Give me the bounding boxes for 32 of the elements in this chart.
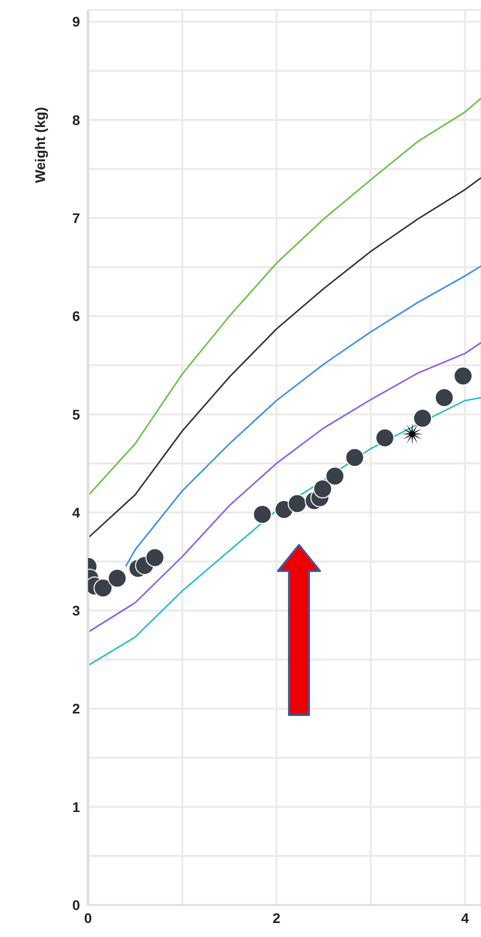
point (313, 479, 332, 498)
line-series (124, 265, 481, 568)
y-tick-label: 6 (72, 308, 80, 324)
y-tick-label: 8 (72, 112, 80, 128)
y-tick-label: 1 (72, 798, 80, 815)
point (94, 578, 113, 598)
line-series (88, 98, 481, 497)
y-tick-label: 0 (72, 896, 80, 913)
y-tick-label: 7 (72, 210, 80, 226)
point (252, 504, 272, 524)
point (145, 548, 164, 568)
point (288, 494, 307, 514)
line-series (88, 396, 481, 666)
x-tick-label: 2 (272, 910, 281, 926)
point (454, 366, 473, 386)
y-tick-label: 5 (72, 406, 80, 422)
point (375, 428, 394, 448)
point (108, 568, 127, 588)
y-tick-label: 4 (72, 504, 80, 520)
point (325, 466, 344, 486)
point (345, 448, 364, 467)
x-tick-label: 0 (84, 910, 92, 926)
line-series (88, 177, 481, 539)
point (434, 388, 454, 408)
x-tick-label: 4 (461, 910, 470, 926)
y-tick-label: 9 (72, 14, 80, 30)
y-axis-title: Weight (kg) (32, 107, 48, 183)
line-series (88, 342, 481, 633)
point (401, 422, 424, 445)
y-tick-label: 2 (72, 700, 80, 717)
y-tick-label: 3 (72, 602, 80, 619)
point (413, 408, 432, 428)
